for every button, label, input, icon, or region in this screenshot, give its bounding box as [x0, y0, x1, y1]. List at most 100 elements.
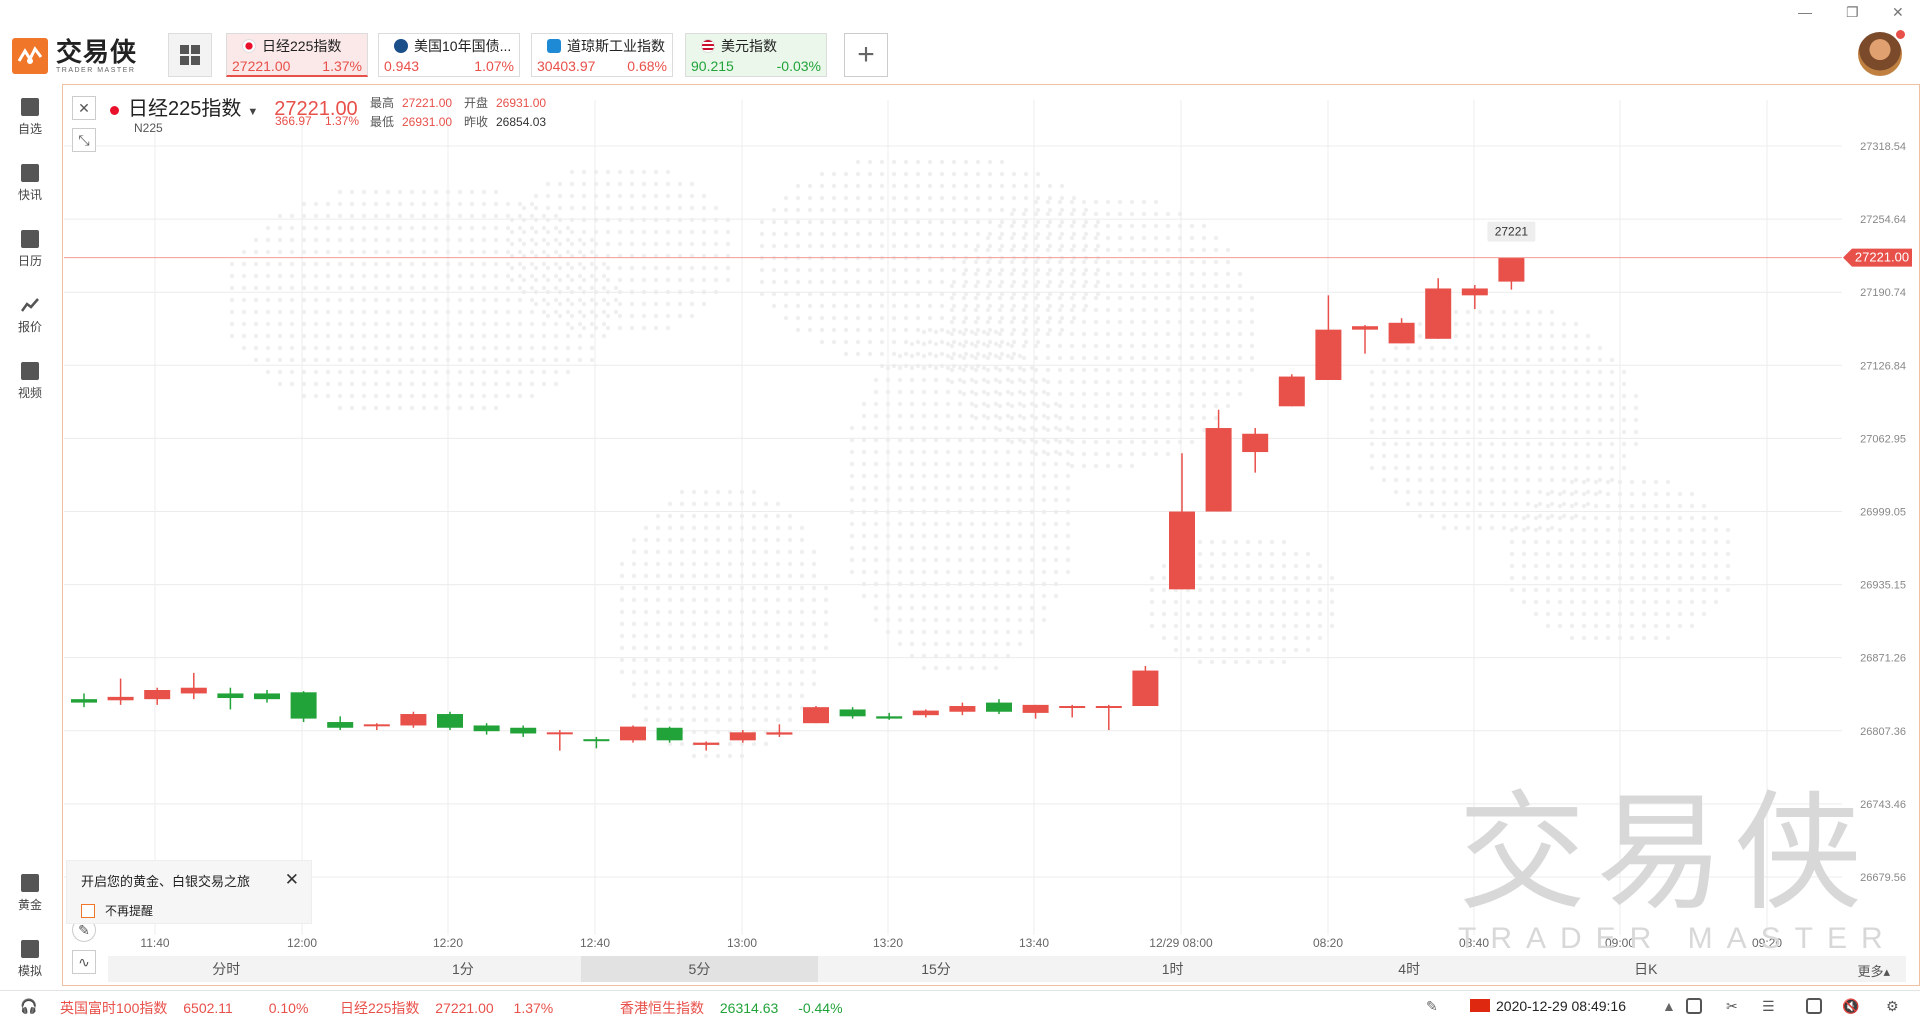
map-dot [1141, 451, 1147, 457]
tab-nikkei225[interactable]: 日经225指数 27221.00 1.37% [226, 33, 368, 77]
map-dot [1585, 477, 1591, 483]
symbol-name[interactable]: 日经225指数 [128, 98, 242, 120]
period-tab[interactable]: 15分 [921, 961, 951, 977]
map-dot [921, 641, 927, 647]
headset-icon[interactable]: 🎧 [20, 998, 38, 1014]
map-dot [1453, 429, 1459, 435]
tab-us10y[interactable]: 美国10年国债... 0.943 1.07% [378, 33, 520, 77]
settings-icon[interactable]: ⚙ [1886, 998, 1899, 1014]
map-dot [241, 321, 247, 327]
more-periods-button[interactable]: 更多▴ [1857, 964, 1890, 979]
sidebar-item-quotes[interactable]: 报价 [0, 296, 60, 335]
candle-body [729, 732, 756, 741]
minimize-button[interactable]: — [1798, 4, 1812, 20]
map-dot [1023, 339, 1029, 345]
map-dot [397, 393, 403, 399]
map-dot [831, 327, 837, 333]
period-tab[interactable]: 1分 [451, 961, 474, 977]
ticker-item[interactable]: 日经225指数 27221.00 1.37% [340, 998, 553, 1018]
restore-button[interactable]: ❐ [1846, 4, 1859, 21]
map-dot [973, 319, 979, 325]
sidebar-item-simulate[interactable]: 模拟 [0, 940, 60, 979]
edit-icon[interactable] [1686, 998, 1702, 1014]
tab-usd-index[interactable]: 美元指数 90.215 -0.03% [685, 33, 827, 77]
map-dot [505, 357, 511, 363]
close-icon: ✕ [284, 870, 299, 889]
map-dot [361, 273, 367, 279]
map-dot [1093, 259, 1099, 265]
period-tab[interactable]: 日K [1634, 961, 1658, 977]
map-dot [1513, 465, 1519, 471]
camera-icon[interactable] [1806, 998, 1822, 1014]
map-dot [975, 183, 981, 189]
candle [363, 723, 390, 731]
layout-grid-button[interactable] [168, 33, 212, 77]
map-dot [1393, 453, 1399, 459]
map-dot [909, 401, 915, 407]
map-dot [541, 345, 547, 351]
map-dot [961, 271, 967, 277]
period-tab[interactable]: 4时 [1398, 961, 1421, 977]
map-dot [1557, 551, 1563, 557]
map-dot [481, 357, 487, 363]
ticker-item[interactable]: 英国富时100指数 6502.11 0.10% [60, 998, 308, 1018]
close-window-button[interactable]: ✕ [1892, 4, 1904, 21]
map-dot [855, 291, 861, 297]
map-dot [1545, 611, 1551, 617]
map-dot [691, 597, 697, 603]
map-dot [1537, 501, 1543, 507]
close-chart-button[interactable]: ✕ [72, 96, 96, 120]
chevron-up-icon[interactable]: ▲ [1662, 998, 1676, 1014]
map-dot [1105, 367, 1111, 373]
map-dot [617, 193, 623, 199]
ticker-item[interactable]: 香港恒生指数 26314.63 -0.44% [620, 998, 843, 1018]
map-dot [1477, 513, 1483, 519]
menu-icon[interactable]: ☰ [1762, 998, 1775, 1014]
tab-dowjones[interactable]: 道琼斯工业指数 30403.97 0.68% [531, 33, 673, 77]
map-dot [727, 561, 733, 567]
period-tab-selected[interactable]: 5分 [581, 956, 818, 982]
user-avatar[interactable] [1858, 32, 1902, 76]
dont-remind-option[interactable]: 不再提醒 [81, 902, 297, 919]
map-dot [589, 309, 595, 315]
map-dot [629, 205, 635, 211]
map-dot [1069, 259, 1075, 265]
map-dot [655, 513, 661, 519]
sidebar-item-news[interactable]: 快讯 [0, 164, 60, 203]
period-tab[interactable]: 分时 [212, 961, 241, 977]
mute-icon[interactable]: 🔇 [1842, 998, 1860, 1014]
map-dot [909, 617, 915, 623]
sidebar-item-video[interactable]: 视频 [0, 362, 60, 401]
map-dot [1305, 551, 1311, 557]
sidebar-item-calendar[interactable]: 日历 [0, 230, 60, 269]
low-value: 26931.00 [402, 115, 453, 129]
map-dot [1071, 315, 1077, 321]
map-dot [909, 533, 915, 539]
period-tab[interactable]: 1时 [1161, 961, 1184, 977]
map-dot [605, 313, 611, 319]
map-dot [915, 327, 921, 333]
map-dot [469, 405, 475, 411]
map-dot [981, 545, 987, 551]
dont-remind-checkbox[interactable] [81, 903, 95, 918]
signal-icon[interactable]: ✎ [1426, 998, 1438, 1014]
add-tab-button[interactable]: + [844, 33, 888, 77]
map-dot [1213, 331, 1219, 337]
map-dot [775, 693, 781, 699]
map-dot [969, 485, 975, 491]
map-dot [1593, 491, 1599, 497]
map-dot [289, 237, 295, 243]
map-dot [921, 461, 927, 467]
chevron-down-icon[interactable]: ▼ [247, 106, 259, 118]
candle [510, 725, 537, 737]
close-popup-button[interactable]: ✕ [285, 870, 299, 890]
sidebar-item-gold[interactable]: 黄金 [0, 874, 60, 913]
sidebar-item-watchlist[interactable]: 自选 [0, 98, 60, 137]
indicator-button[interactable]: ∿ [72, 950, 96, 974]
collapse-button[interactable]: ⤡ [72, 128, 96, 152]
map-dot [1005, 473, 1011, 479]
map-dot [1453, 489, 1459, 495]
map-dot [921, 593, 927, 599]
tools-icon[interactable]: ✂ [1726, 998, 1738, 1014]
